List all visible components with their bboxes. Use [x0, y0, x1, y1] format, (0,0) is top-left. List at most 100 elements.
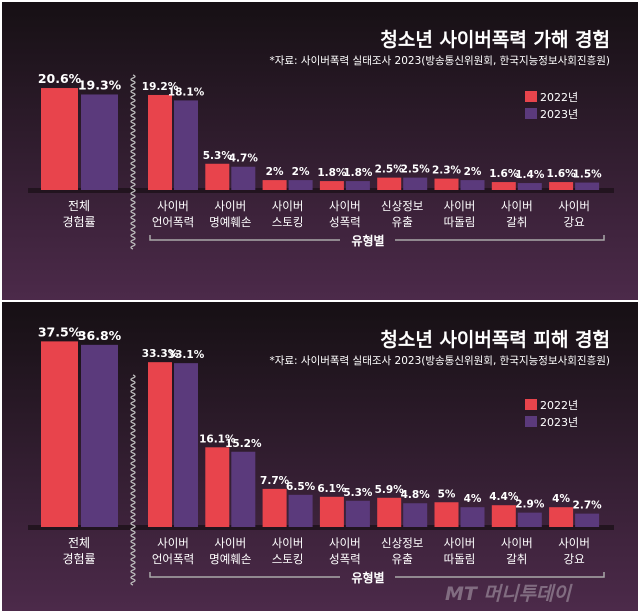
category-label: 사이버 [157, 536, 189, 550]
axis-break-line [130, 374, 136, 586]
bar-2023 [460, 180, 485, 190]
bar-2023 [288, 494, 313, 527]
bar-2022 [491, 182, 516, 190]
category-label: 명예훼손 [209, 215, 251, 229]
data-label: 5.3% [203, 150, 233, 162]
data-label: 36.8% [78, 328, 122, 343]
bar-2022 [377, 497, 402, 527]
bar-2022 [319, 496, 344, 527]
data-label: 19.3% [78, 77, 122, 92]
bar-2022 [319, 181, 344, 190]
category-label: 유출 [392, 552, 413, 566]
bar-2023 [231, 166, 256, 190]
bar-2022 [491, 505, 516, 527]
data-label: 4.8% [401, 489, 431, 501]
bar-2023 [575, 513, 600, 527]
data-label: 1.5% [573, 169, 603, 181]
category-label: 따돌림 [444, 215, 476, 229]
data-label: 4.4% [489, 491, 519, 503]
bar-2023 [231, 451, 256, 527]
data-label: 2.5% [375, 164, 405, 176]
category-label: 갈취 [506, 215, 527, 229]
bar-2023 [517, 512, 542, 527]
watermark-logo: MT 머니투데이 [445, 583, 573, 605]
category-label: 사이버 [272, 199, 304, 213]
category-label: 스토킹 [272, 552, 304, 566]
group-label: 유형별 [351, 570, 384, 585]
bar-2022 [434, 178, 459, 190]
legend-label: 2022년 [540, 91, 578, 104]
category-label: 사이버 [444, 199, 476, 213]
data-label: 20.6% [38, 71, 82, 86]
bar-2022 [262, 488, 287, 527]
data-label: 1.8% [317, 167, 347, 179]
bar-2023 [345, 181, 370, 190]
data-label: 18.1% [168, 86, 205, 98]
legend-swatch [525, 108, 537, 119]
data-label: 5.9% [375, 484, 405, 496]
legend-swatch [525, 416, 537, 427]
category-label: 사이버 [329, 536, 361, 550]
category-label: 갈취 [506, 552, 527, 566]
category-label: 신상정보 [381, 536, 423, 550]
bar-overall-2022 [41, 341, 78, 527]
legend-swatch [525, 399, 537, 410]
bar-2023 [403, 503, 428, 527]
data-label: 1.8% [343, 167, 373, 179]
category-label: 사이버 [558, 199, 590, 213]
category-label: 명예훼손 [209, 552, 251, 566]
data-label: 33.3% [142, 348, 179, 360]
category-label: 강요 [564, 552, 585, 566]
bar-2023 [174, 100, 198, 190]
data-label: 33.1% [168, 349, 205, 361]
data-label: 5.3% [343, 487, 373, 499]
chart-source: *자료: 사이버폭력 실태조사 2023(방송통신위원회, 한국지능정보사회진흥… [269, 354, 610, 367]
bar-2023 [288, 180, 313, 190]
bar-overall-2023 [81, 344, 118, 527]
bar-2022 [549, 507, 574, 527]
bar-2022 [262, 180, 287, 190]
data-label: 4% [464, 493, 482, 505]
legend-label: 2023년 [540, 108, 578, 121]
category-label: 사이버 [501, 536, 533, 550]
axis-break-line [130, 74, 136, 250]
chart-title: 청소년 사이버폭력 피해 경험 [380, 329, 610, 351]
data-label: 2.5% [401, 164, 431, 176]
data-label: 2.9% [515, 499, 545, 511]
category-label: 사이버 [214, 199, 246, 213]
data-label: 6.5% [286, 481, 316, 493]
bar-2023 [174, 363, 198, 527]
legend-label: 2022년 [540, 399, 578, 412]
baseline [28, 188, 614, 193]
data-label: 1.4% [515, 169, 545, 181]
category-label: 사이버 [329, 199, 361, 213]
category-label: 강요 [564, 215, 585, 229]
bar-2023 [345, 500, 370, 527]
legend-label: 2023년 [540, 416, 578, 429]
group-label: 유형별 [351, 233, 384, 248]
category-label: 신상정보 [381, 199, 423, 213]
group-bracket [149, 572, 605, 578]
data-label: 7.7% [260, 475, 290, 487]
data-label: 37.5% [38, 324, 82, 339]
bar-2022 [434, 502, 459, 527]
category-label: 전체 [68, 199, 90, 213]
bar-2022 [205, 163, 230, 190]
category-label: 경험률 [62, 552, 95, 566]
data-label: 2.3% [432, 165, 462, 177]
data-label: 15.2% [225, 438, 262, 450]
bar-2022 [549, 182, 574, 190]
category-label: 사이버 [214, 536, 246, 550]
category-label: 사이버 [157, 199, 189, 213]
bar-2023 [403, 177, 428, 190]
data-label: 6.1% [317, 483, 347, 495]
category-label: 언어폭력 [152, 552, 194, 566]
bar-2023 [460, 507, 485, 527]
category-label: 성폭력 [329, 552, 361, 566]
bar-2023 [517, 183, 542, 190]
data-label: 2% [292, 166, 310, 178]
data-label: 16.1% [199, 433, 236, 445]
bar-2023 [575, 182, 600, 190]
